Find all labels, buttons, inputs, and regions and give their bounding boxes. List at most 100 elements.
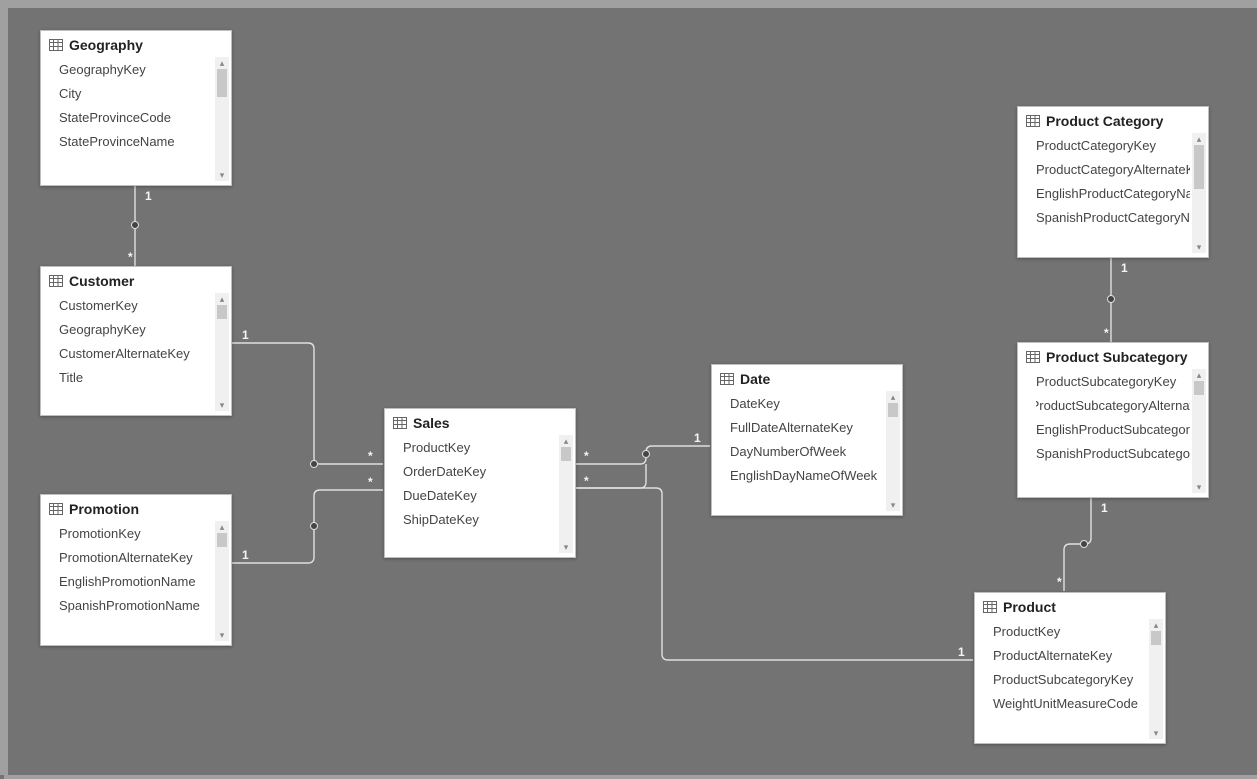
table-header[interactable]: Product Subcategory [1018,343,1208,369]
scroll-thumb[interactable] [217,533,227,547]
scrollbar[interactable]: ▴▾ [215,57,229,181]
relationship-line[interactable] [231,343,383,464]
relationship-line[interactable] [576,446,710,464]
field-row[interactable]: GeographyKey [59,57,213,81]
scroll-thumb[interactable] [888,403,898,417]
scroll-down-icon[interactable]: ▾ [559,541,573,553]
table-product_subcategory[interactable]: Product SubcategoryProductSubcategoryKey… [1017,342,1209,498]
field-row[interactable]: DateKey [730,391,884,415]
scroll-down-icon[interactable]: ▾ [886,499,900,511]
scrollbar[interactable]: ▴▾ [1192,133,1206,253]
field-row[interactable]: EnglishDayNameOfWeek [730,463,884,487]
table-header[interactable]: Sales [385,409,575,435]
scroll-down-icon[interactable]: ▾ [215,169,229,181]
field-row[interactable] [59,389,213,411]
field-row[interactable]: CustomerKey [59,293,213,317]
table-sales[interactable]: SalesProductKey∑OrderDateKeyDueDateKey∑S… [384,408,576,558]
field-row[interactable]: DueDateKey [403,483,557,507]
scroll-up-icon[interactable]: ▴ [1192,369,1206,381]
table-header[interactable]: Product Category [1018,107,1208,133]
field-row[interactable] [1036,465,1190,489]
scroll-track[interactable] [1192,145,1206,241]
scrollbar[interactable]: ▴▾ [1192,369,1206,493]
field-row[interactable]: Title [59,365,213,389]
scroll-down-icon[interactable]: ▾ [1192,241,1206,253]
field-row[interactable]: SpanishProductSubcategoryName [1036,441,1190,465]
scroll-track[interactable] [1149,631,1163,727]
relationship-line[interactable] [576,464,646,488]
field-row[interactable]: PromotionKey [59,521,213,545]
field-row[interactable]: ProductKey [993,619,1147,643]
field-row[interactable] [403,531,557,553]
scroll-thumb[interactable] [561,447,571,461]
field-row[interactable]: WeightUnitMeasureCode [993,691,1147,715]
scroll-track[interactable] [1192,381,1206,481]
field-row[interactable]: ProductSubcategoryKey [1036,369,1190,393]
scroll-up-icon[interactable]: ▴ [1149,619,1163,631]
table-header[interactable]: Date [712,365,902,391]
scroll-up-icon[interactable]: ▴ [559,435,573,447]
scrollbar[interactable]: ▴▾ [886,391,900,511]
scroll-up-icon[interactable]: ▴ [215,521,229,533]
field-row[interactable]: EnglishProductSubcategoryName [1036,417,1190,441]
scroll-down-icon[interactable]: ▾ [1149,727,1163,739]
table-customer[interactable]: CustomerCustomerKeyGeographyKeyCustomerA… [40,266,232,416]
field-row[interactable]: PromotionAlternateKey [59,545,213,569]
scroll-up-icon[interactable]: ▴ [215,293,229,305]
table-geography[interactable]: GeographyGeographyKeyCityStateProvinceCo… [40,30,232,186]
table-header[interactable]: Customer [41,267,231,293]
scroll-up-icon[interactable]: ▴ [215,57,229,69]
table-header[interactable]: Geography [41,31,231,57]
scrollbar[interactable]: ▴▾ [1149,619,1163,739]
scroll-up-icon[interactable]: ▴ [1192,133,1206,145]
scroll-up-icon[interactable]: ▴ [886,391,900,403]
field-row[interactable]: ∑OrderDateKey [403,459,557,483]
field-row[interactable] [59,153,213,177]
scroll-thumb[interactable] [1194,381,1204,395]
field-row[interactable]: CustomerAlternateKey [59,341,213,365]
scroll-track[interactable] [886,403,900,499]
field-row[interactable] [1036,229,1190,253]
scroll-track[interactable] [215,69,229,169]
scrollbar[interactable]: ▴▾ [559,435,573,553]
field-row[interactable] [730,487,884,511]
scroll-track[interactable] [559,447,573,541]
scrollbar[interactable]: ▴▾ [215,293,229,411]
field-row[interactable]: City [59,81,213,105]
table-promotion[interactable]: PromotionPromotionKeyPromotionAlternateK… [40,494,232,646]
field-row[interactable]: GeographyKey [59,317,213,341]
scroll-down-icon[interactable]: ▾ [215,399,229,411]
scrollbar[interactable]: ▴▾ [215,521,229,641]
field-row[interactable]: EnglishProductCategoryName [1036,181,1190,205]
relationship-line[interactable] [231,490,383,563]
field-row[interactable]: SpanishProductCategoryName [1036,205,1190,229]
field-row[interactable]: ProductCategoryKey [1036,133,1190,157]
scroll-down-icon[interactable]: ▾ [215,629,229,641]
field-row[interactable]: ∑DayNumberOfWeek [730,439,884,463]
field-row[interactable]: ∑ProductSubcategoryAlternateKey [1036,393,1190,417]
scroll-thumb[interactable] [1151,631,1161,645]
scroll-track[interactable] [215,305,229,399]
field-row[interactable]: SpanishPromotionName [59,593,213,617]
scroll-track[interactable] [215,533,229,629]
field-row[interactable]: EnglishPromotionName [59,569,213,593]
table-header[interactable]: Product [975,593,1165,619]
field-row[interactable] [993,715,1147,739]
field-row[interactable]: ProductSubcategoryKey [993,667,1147,691]
scroll-thumb[interactable] [217,69,227,97]
table-product_category[interactable]: Product CategoryProductCategoryKeyProduc… [1017,106,1209,258]
relationship-line[interactable] [1064,497,1091,591]
scroll-thumb[interactable] [1194,145,1204,189]
field-row[interactable]: FullDateAlternateKey [730,415,884,439]
table-date[interactable]: DateDateKeyFullDateAlternateKey∑DayNumbe… [711,364,903,516]
field-row[interactable] [59,617,213,641]
table-header[interactable]: Promotion [41,495,231,521]
field-row[interactable]: ProductKey [403,435,557,459]
field-row[interactable]: ∑ShipDateKey [403,507,557,531]
field-row[interactable]: ProductCategoryAlternateKey [1036,157,1190,181]
model-canvas[interactable]: 1*1*1*1**11*1* GeographyGeographyKeyCity… [8,8,1257,775]
field-row[interactable]: StateProvinceCode [59,105,213,129]
field-row[interactable]: ProductAlternateKey [993,643,1147,667]
scroll-thumb[interactable] [217,305,227,319]
scroll-down-icon[interactable]: ▾ [1192,481,1206,493]
